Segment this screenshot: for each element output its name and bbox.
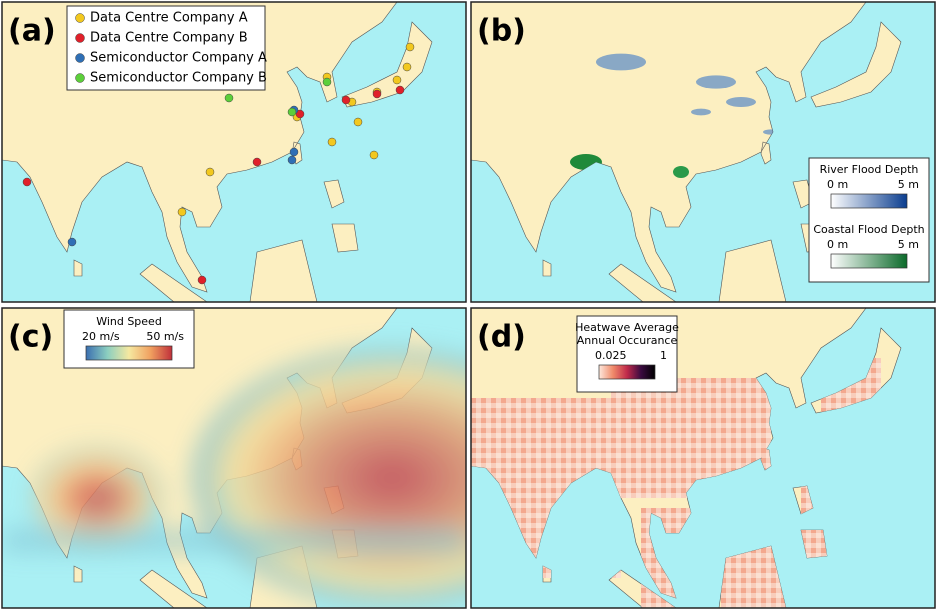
legend-entry: Data Centre Company B: [90, 31, 248, 46]
site-marker: [287, 107, 297, 117]
wind-field: [32, 448, 162, 548]
site-marker: [369, 150, 379, 160]
site-marker: [402, 62, 412, 72]
site-marker: [67, 237, 77, 247]
site-marker: [395, 85, 405, 95]
legend-dot: [75, 73, 85, 83]
legend-min: 0 m: [827, 238, 848, 251]
legend-colorbar: [830, 253, 908, 269]
site-marker: [322, 77, 332, 87]
site-marker: [341, 95, 351, 105]
map: [471, 308, 935, 608]
legend-title: Annual Occurance: [577, 334, 678, 347]
site-marker: [289, 147, 299, 157]
panel-label: (b): [477, 14, 526, 49]
legend-max: 50 m/s: [146, 330, 184, 343]
site-marker: [252, 157, 262, 167]
legend-title: Heatwave Average: [575, 321, 679, 334]
panel-border: [1, 1, 467, 303]
map-panel: (c) Wind Speed 20 m/s 50 m/s: [1, 307, 467, 609]
legend-max: 5 m: [898, 178, 919, 191]
legend-min: 0 m: [827, 178, 848, 191]
legend-colorbar: [830, 193, 908, 209]
map-panel: (a) Data Centre Company A Data Centre Comp…: [1, 1, 467, 303]
legend-dot: [75, 13, 85, 23]
river-flood: [691, 108, 711, 116]
site-marker: [353, 117, 363, 127]
legend-min: 20 m/s: [82, 330, 120, 343]
site-marker: [372, 89, 382, 99]
site-marker: [287, 155, 297, 165]
legend-entry: Semiconductor Company B: [90, 71, 267, 86]
coastal-flood: [673, 166, 689, 178]
legend-entry: Semiconductor Company A: [90, 51, 267, 66]
site-marker: [177, 207, 187, 217]
wind-overlay: [2, 348, 466, 608]
map-panel: (b) River Flood Depth 0 m 5 m Coastal Flood …: [470, 1, 936, 303]
panel-border: [470, 1, 936, 303]
legend-colorbar: [598, 364, 656, 380]
site-marker: [197, 275, 207, 285]
river-flood: [596, 53, 646, 71]
legend-title: Wind Speed: [96, 315, 162, 328]
site-marker: [392, 75, 402, 85]
legend-title: River Flood Depth: [820, 163, 919, 176]
panel-border: [1, 307, 467, 609]
legend-colorbar: [85, 345, 173, 361]
legend-title: Coastal Flood Depth: [813, 223, 924, 236]
site-marker: [295, 109, 305, 119]
river-flood: [726, 97, 756, 107]
site-marker: [327, 137, 337, 147]
legend-dot: [75, 33, 85, 43]
site-marker: [205, 167, 215, 177]
legend-max: 5 m: [898, 238, 919, 251]
site-marker: [405, 42, 415, 52]
flood-overlay: [570, 53, 779, 245]
panel-label: (d): [477, 320, 526, 355]
wind-field: [2, 528, 466, 553]
legend-max: 1: [660, 349, 667, 362]
legend-box: [66, 5, 266, 91]
legend-min: 0.025: [595, 349, 627, 362]
panel-label: (c): [8, 320, 53, 355]
legend-entry: Data Centre Company A: [90, 11, 248, 26]
site-marker: [22, 177, 32, 187]
river-flood: [696, 75, 736, 89]
panel-label: (a): [8, 14, 56, 49]
site-marker: [224, 93, 234, 103]
panel-border: [470, 307, 936, 609]
legend-dot: [75, 53, 85, 63]
